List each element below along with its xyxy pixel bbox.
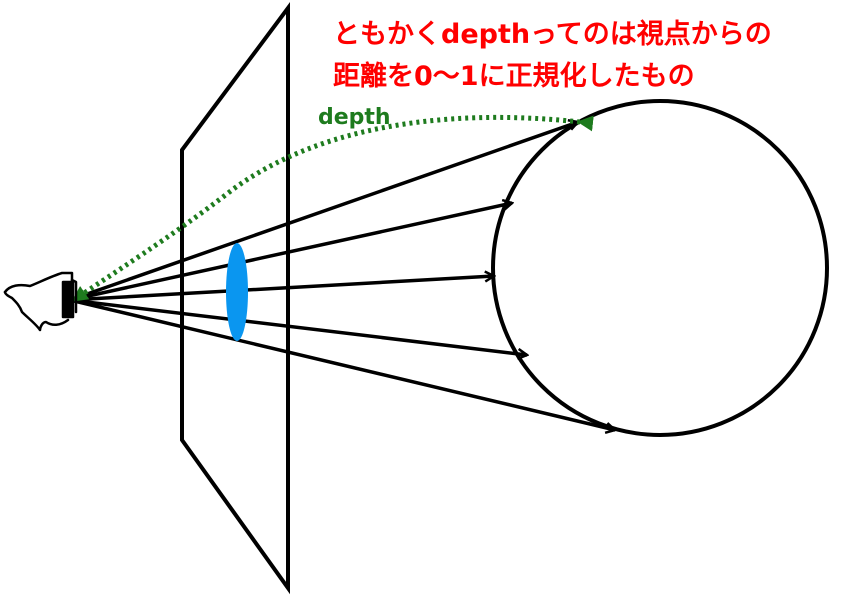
eye-icon: [3, 271, 78, 332]
view-rays: [69, 122, 615, 430]
caption-text: ともかくdepthってのは視点からの 距離を0～1に正規化したもの: [333, 14, 772, 98]
projection-plane: [180, 1, 290, 595]
lens-ellipse: [226, 243, 248, 341]
view-ray: [69, 276, 494, 302]
caption-line: 距離を0～1に正規化したもの: [333, 61, 695, 92]
view-ray: [69, 203, 512, 302]
view-ray: [69, 298, 615, 430]
depth-label: depth: [318, 105, 391, 130]
caption-line: ともかくdepthってのは視点からの: [333, 19, 772, 50]
depth-arrow: [71, 114, 594, 303]
object-sphere: [491, 99, 829, 437]
view-ray: [69, 298, 527, 355]
